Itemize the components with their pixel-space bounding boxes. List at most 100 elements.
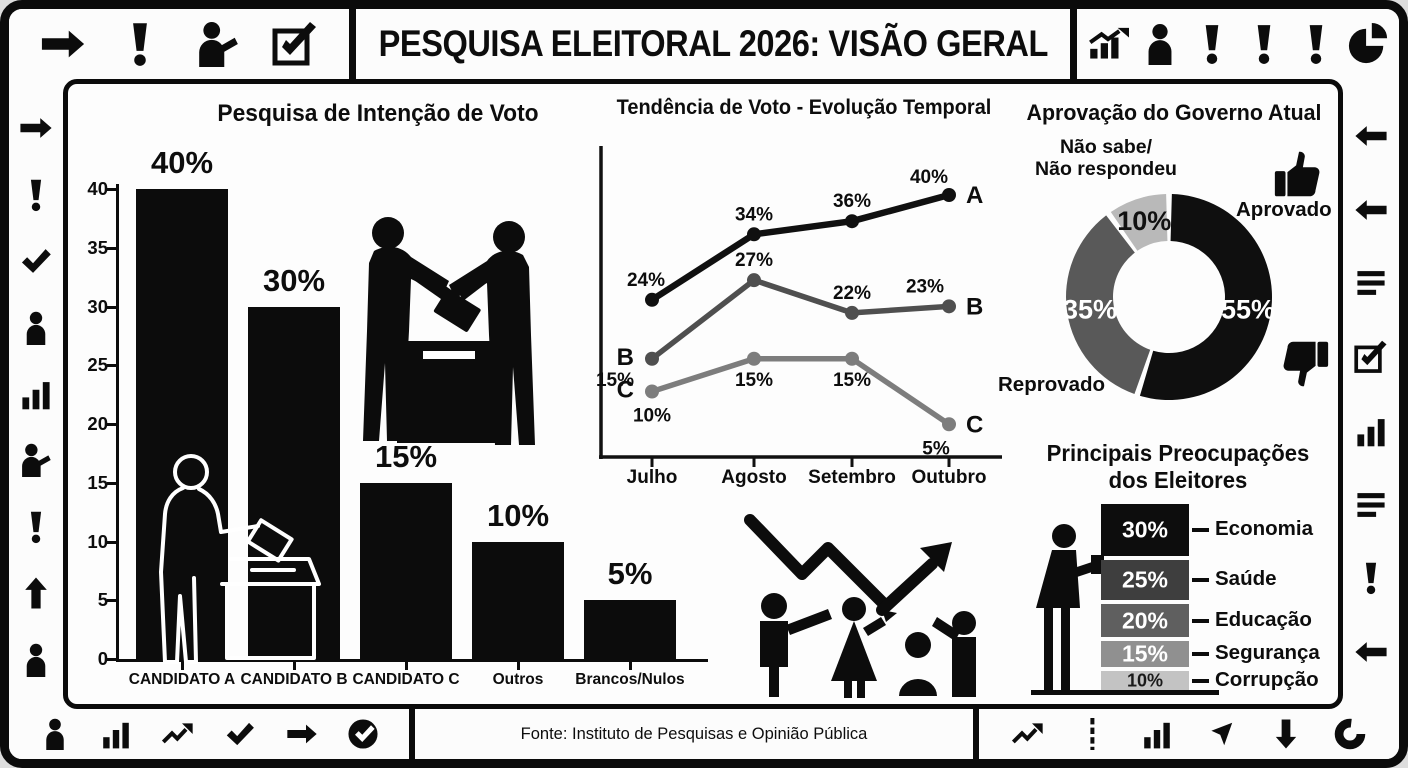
arrow-up-icon <box>19 576 53 610</box>
bar-value-label: 40% <box>150 145 214 180</box>
concern-block: 10% <box>1101 670 1189 690</box>
thumbs-down-icon <box>1283 341 1329 387</box>
y-tick-mark <box>107 481 116 485</box>
line-series-b <box>649 277 952 362</box>
arrow-left-icon <box>1354 635 1388 669</box>
top-border-strip: PESQUISA ELEITORAL 2026: VISÃO GERAL <box>9 9 1399 79</box>
crowd-trend-illustration <box>744 514 976 698</box>
donut-slice <box>1066 215 1151 395</box>
data-point <box>845 351 859 366</box>
trend-up-icon <box>1011 718 1044 750</box>
data-point <box>747 351 761 366</box>
exclamation-icon <box>19 178 53 212</box>
list-lines-icon <box>1354 488 1388 522</box>
person-pointing-icon <box>19 443 53 478</box>
arrow-left-icon <box>1354 119 1388 153</box>
list-lines-icon <box>1354 266 1388 300</box>
month-label: Outubro <box>912 467 987 488</box>
concern-block: 15% <box>1101 641 1189 667</box>
arrow-right-icon <box>19 111 53 145</box>
bar-category-label: Brancos/Nulos <box>575 671 685 688</box>
y-tick-label: 5 <box>97 589 108 611</box>
pollster-silhouette <box>1036 524 1104 690</box>
concern-block: 20% <box>1101 604 1189 637</box>
y-tick-mark <box>107 188 116 191</box>
bar-y-axis <box>116 184 119 662</box>
concern-connector <box>1192 528 1209 532</box>
dashed-line-icon <box>1076 718 1108 750</box>
bar-value-label: 15% <box>374 438 438 474</box>
donut-chart-icon <box>1334 718 1366 750</box>
bar-chart-icon <box>19 377 53 411</box>
point-value-label: 34% <box>735 204 773 225</box>
line-chart: Julho Agosto Setembro Outubro 24% 34% 36% 40% A 2… <box>596 146 1002 488</box>
month-label: Julho <box>627 467 678 488</box>
y-tick-label: 25 <box>87 354 108 376</box>
donut-slice-pct: 55% <box>1221 295 1275 325</box>
concern-connector <box>1192 618 1209 623</box>
x-tick-mark <box>517 662 520 670</box>
point-value-label: 22% <box>833 283 871 304</box>
person-pointing-icon <box>195 21 241 67</box>
series-start-label: B <box>617 344 634 371</box>
check-circle-icon <box>347 718 379 750</box>
trend-up-icon <box>162 718 194 750</box>
concern-connector <box>1192 652 1209 656</box>
thumbs-up-icon <box>1274 151 1320 197</box>
bar <box>136 189 228 659</box>
y-tick-mark <box>107 305 116 309</box>
point-value-label: 27% <box>735 250 773 271</box>
source-note: Fonte: Instituto de Pesquisas e Opinião … <box>409 709 979 759</box>
bar-chart-title: Pesquisa de Intenção de Voto <box>217 100 539 127</box>
exclamation-icon <box>1295 23 1337 65</box>
x-tick-mark <box>405 662 408 670</box>
concern-block: 25% <box>1101 560 1189 600</box>
concern-pct-label: 15% <box>1121 640 1169 667</box>
person-icon <box>1139 23 1181 65</box>
right-icons <box>1343 79 1399 709</box>
series-start-label: C <box>617 377 634 404</box>
y-tick-label: 20 <box>87 413 108 434</box>
x-tick-mark <box>293 662 296 670</box>
donut-chart: 55% 35% 10% <box>1063 194 1275 400</box>
line-series-a <box>648 191 953 304</box>
series-start-label: 15% <box>596 370 634 391</box>
point-value-label: 24% <box>627 270 665 291</box>
person-icon <box>39 718 71 750</box>
cursor-arrow-icon <box>1205 718 1237 750</box>
concern-pct-label: 25% <box>1121 566 1169 593</box>
bottom-left-icons <box>9 709 409 759</box>
data-point <box>747 273 761 288</box>
concern-pct-label: 10% <box>1126 670 1164 690</box>
series-end-label: B <box>966 293 983 320</box>
data-point <box>942 417 956 432</box>
y-tick-mark <box>107 599 116 603</box>
concern-pct-label: 30% <box>1121 516 1169 543</box>
concerns-title-line2: dos Eleitores <box>1108 467 1248 493</box>
exclamation-icon <box>117 21 163 67</box>
y-tick-label: 15 <box>87 471 108 493</box>
bar-chart-icon <box>1141 718 1173 750</box>
series-end-label: C <box>966 411 983 438</box>
title-box: PESQUISA ELEITORAL 2026: VISÃO GERAL <box>349 9 1077 79</box>
data-point <box>645 292 659 307</box>
y-tick-label: 0 <box>97 648 108 669</box>
month-label: Agosto <box>721 467 786 488</box>
donut-chart-title: Aprovação do Governo Atual <box>1026 100 1322 125</box>
charts-panel: Pesquisa de Intenção de Voto 0 5 10 15 20 25 3… <box>63 79 1343 709</box>
page-title: PESQUISA ELEITORAL 2026: VISÃO GERAL <box>378 23 1048 64</box>
donut-label-approved: Aprovado <box>1236 198 1332 221</box>
bar-chart-icon <box>1354 414 1388 448</box>
bar <box>360 482 452 659</box>
bar-category-label: CANDIDATO A <box>128 671 236 688</box>
trend-bars-icon <box>1087 23 1129 65</box>
x-tick-mark <box>181 662 184 670</box>
y-tick-mark <box>107 658 116 661</box>
x-tick-mark <box>629 662 632 670</box>
bar <box>584 600 676 659</box>
bar-value-label: 5% <box>607 556 653 592</box>
bar-chart-icon <box>100 718 132 750</box>
exclamation-icon <box>19 510 53 544</box>
checkmark-icon <box>224 718 256 750</box>
